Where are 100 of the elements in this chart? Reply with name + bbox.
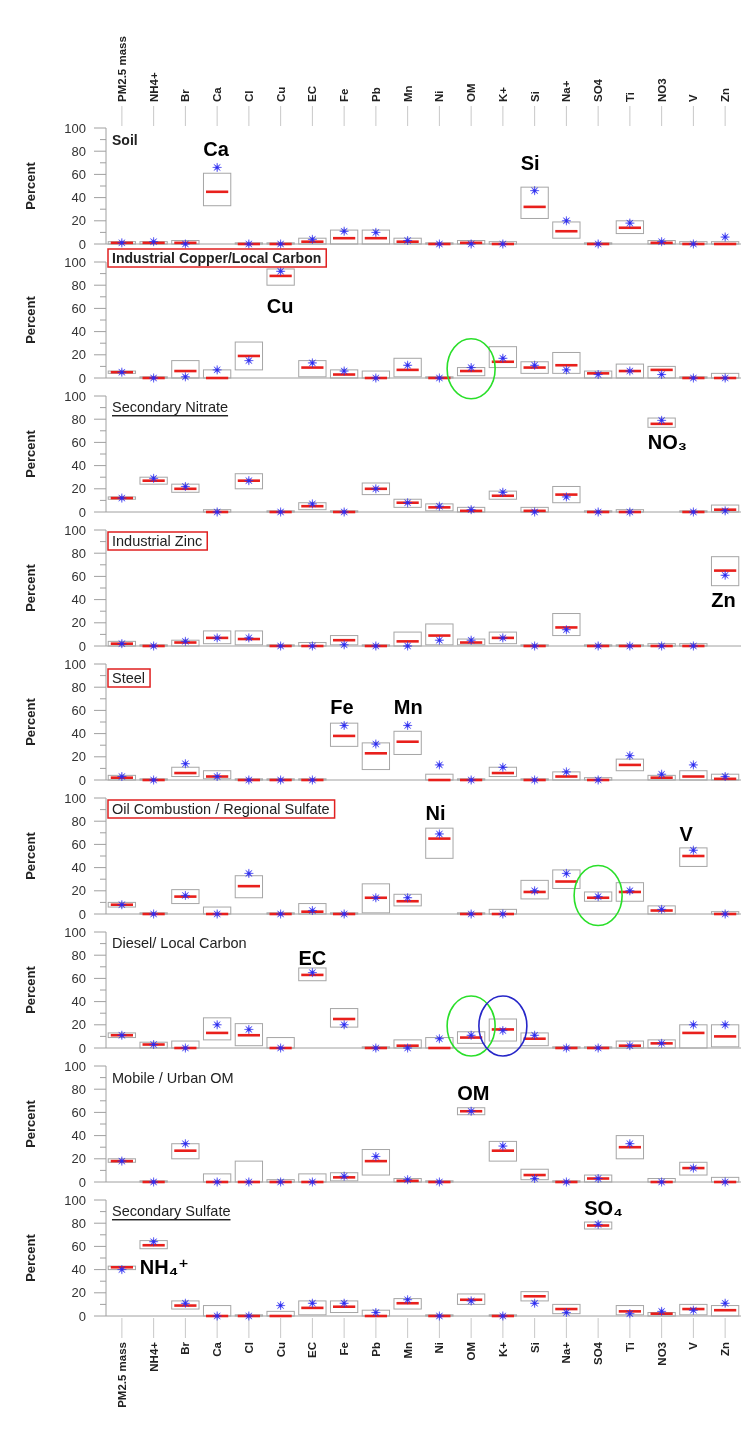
point xyxy=(466,239,476,249)
chart-title: Industrial Copper/Local Carbon xyxy=(112,250,322,266)
point xyxy=(148,473,159,484)
point xyxy=(371,1151,381,1162)
y-tick-label: 60 xyxy=(71,166,86,182)
chart-title: Mobile / Urban OM xyxy=(112,1070,234,1086)
point xyxy=(656,641,667,651)
point xyxy=(466,775,476,785)
point xyxy=(275,909,286,919)
y-axis-title: Percent xyxy=(22,1233,38,1282)
y-tick-label: 40 xyxy=(71,860,86,876)
y-tick-label: 20 xyxy=(71,749,86,765)
y-tick-label: 60 xyxy=(71,970,86,986)
chart-title: Secondary Sulfate xyxy=(112,1203,231,1219)
point xyxy=(117,1264,127,1275)
y-tick-label: 0 xyxy=(78,772,86,788)
point xyxy=(339,1020,349,1030)
point xyxy=(466,909,476,919)
x-tick-label: PM2.5 mass xyxy=(115,36,128,102)
x-tick-label: V xyxy=(687,1341,700,1350)
point xyxy=(466,504,476,515)
point xyxy=(593,775,603,785)
x-tick-label: Na+ xyxy=(560,80,573,102)
point xyxy=(371,641,381,651)
point xyxy=(688,239,699,249)
point xyxy=(402,498,413,508)
point xyxy=(180,1043,191,1053)
point xyxy=(117,493,127,503)
y-axis-title: Percent xyxy=(22,295,38,344)
point xyxy=(212,507,222,517)
y-tick-label: 80 xyxy=(71,411,86,427)
y-tick-label: 0 xyxy=(78,1040,86,1056)
x-tick-label: NH4+ xyxy=(147,71,160,102)
x-tick-label: Mn xyxy=(401,85,414,102)
y-axis-title: Percent xyxy=(22,563,38,612)
point xyxy=(244,775,254,785)
x-tick-label: V xyxy=(687,94,700,102)
chart-title: Diesel/ Local Carbon xyxy=(112,935,247,951)
point xyxy=(466,1106,476,1116)
point xyxy=(625,507,635,517)
y-axis-title: Percent xyxy=(22,831,38,880)
point xyxy=(498,239,508,249)
point xyxy=(148,775,159,785)
point xyxy=(593,239,603,249)
point xyxy=(212,365,222,375)
point xyxy=(339,1171,349,1181)
point xyxy=(593,1173,603,1184)
annotation: Cu xyxy=(266,295,294,318)
point xyxy=(434,239,445,249)
y-tick-label: 60 xyxy=(71,300,86,316)
y-tick-label: 20 xyxy=(71,347,86,363)
point xyxy=(593,369,603,380)
y-tick-label: 100 xyxy=(64,790,86,806)
point xyxy=(117,1030,127,1040)
annotation: Mn xyxy=(393,695,423,718)
x-tick-label: Br xyxy=(179,1341,192,1355)
x-tick-label: Ni xyxy=(433,1342,446,1354)
point xyxy=(434,373,445,383)
point xyxy=(275,266,286,276)
x-tick-label: Pb xyxy=(369,1342,382,1357)
point xyxy=(180,636,191,647)
point xyxy=(339,226,349,236)
point xyxy=(561,216,572,226)
point xyxy=(434,760,445,770)
point xyxy=(180,481,191,492)
point xyxy=(148,1237,159,1247)
x-tick-label: K+ xyxy=(496,1341,509,1358)
point xyxy=(688,845,699,855)
point xyxy=(593,891,603,902)
point xyxy=(371,373,381,383)
x-tick-label: SO4 xyxy=(592,78,605,102)
point xyxy=(148,641,159,651)
point xyxy=(688,641,699,651)
point xyxy=(117,638,127,649)
point xyxy=(529,641,540,651)
x-tick-label: OM xyxy=(465,83,478,102)
point xyxy=(212,1177,222,1187)
point xyxy=(720,1177,730,1187)
annotation: Si xyxy=(520,151,540,174)
point xyxy=(434,1177,445,1187)
point xyxy=(180,759,191,769)
y-tick-label: 0 xyxy=(78,236,86,252)
x-tick-label: Cl xyxy=(242,90,255,102)
point xyxy=(593,1043,603,1053)
point xyxy=(117,367,127,377)
annotation: Ni xyxy=(425,802,446,825)
point xyxy=(180,1139,191,1149)
point xyxy=(212,909,222,919)
point xyxy=(656,1038,667,1049)
point xyxy=(307,641,318,651)
point xyxy=(529,507,540,517)
y-tick-label: 60 xyxy=(71,434,86,450)
point xyxy=(720,771,730,782)
y-tick-label: 100 xyxy=(64,1192,86,1208)
point xyxy=(307,775,318,785)
y-tick-label: 40 xyxy=(71,592,86,608)
y-tick-label: 100 xyxy=(64,388,86,404)
y-tick-label: 20 xyxy=(71,1285,86,1301)
x-tick-label: K+ xyxy=(496,86,509,102)
y-tick-label: 0 xyxy=(78,906,86,922)
